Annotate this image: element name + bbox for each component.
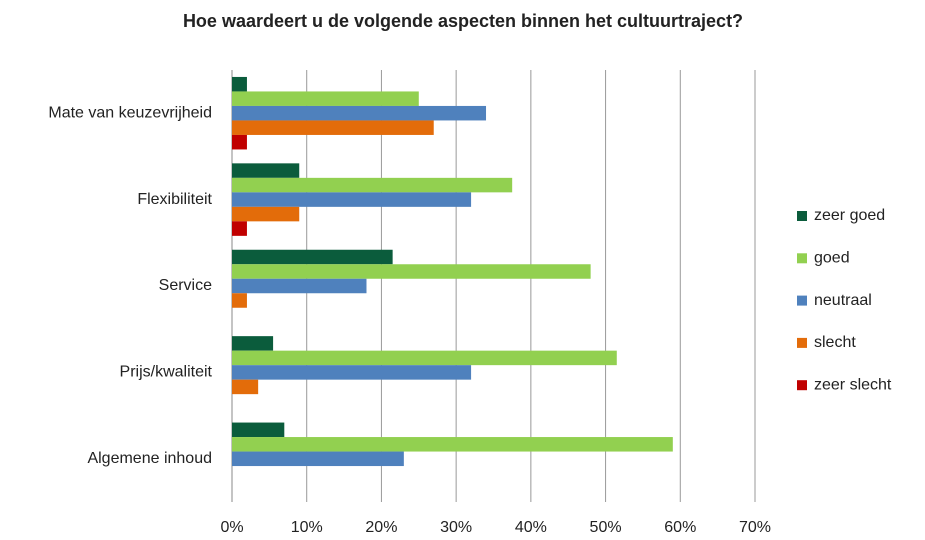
bar xyxy=(232,249,393,265)
x-tick-label: 0% xyxy=(220,519,243,536)
bar xyxy=(232,293,247,308)
y-tick-label: Algemene inhoud xyxy=(87,450,212,467)
chart-title: Hoe waardeert u de volgende aspecten bin… xyxy=(183,11,743,31)
bar xyxy=(232,365,472,380)
bar xyxy=(232,451,404,467)
legend-label: zeer goed xyxy=(814,207,885,224)
x-tick-label: 20% xyxy=(365,519,397,536)
bar xyxy=(232,134,247,150)
legend-swatch xyxy=(797,253,807,264)
bar xyxy=(232,278,367,294)
bar xyxy=(232,105,487,121)
bar xyxy=(232,264,591,279)
y-tick-label: Prijs/kwaliteit xyxy=(120,364,213,381)
legend-swatch xyxy=(797,337,807,348)
bar xyxy=(232,91,419,106)
bar xyxy=(232,422,285,438)
bar xyxy=(232,336,274,351)
x-tick-label: 50% xyxy=(590,519,622,536)
bar xyxy=(232,350,617,366)
x-tick-label: 60% xyxy=(664,519,696,536)
legend-label: slecht xyxy=(814,334,856,351)
legend-swatch xyxy=(797,211,807,221)
x-tick-label: 40% xyxy=(515,519,547,536)
bar xyxy=(232,379,259,395)
bar xyxy=(232,177,513,193)
bar xyxy=(232,221,247,236)
legend-swatch xyxy=(797,295,807,306)
legend-label: goed xyxy=(814,250,850,267)
bar xyxy=(232,192,472,207)
legend-label: neutraal xyxy=(814,292,872,309)
legend-label: zeer slecht xyxy=(814,376,892,393)
y-tick-label: Flexibiliteit xyxy=(137,191,212,208)
x-tick-label: 70% xyxy=(739,519,771,536)
x-tick-label: 30% xyxy=(440,519,472,536)
bar xyxy=(232,206,300,222)
legend-swatch xyxy=(797,380,807,391)
bar xyxy=(232,76,247,92)
y-tick-label: Service xyxy=(159,277,212,294)
x-tick-label: 10% xyxy=(291,519,323,536)
bar xyxy=(232,120,434,135)
bar xyxy=(232,437,673,452)
bar xyxy=(232,163,300,178)
y-tick-label: Mate van keuzevrijheid xyxy=(48,104,212,121)
